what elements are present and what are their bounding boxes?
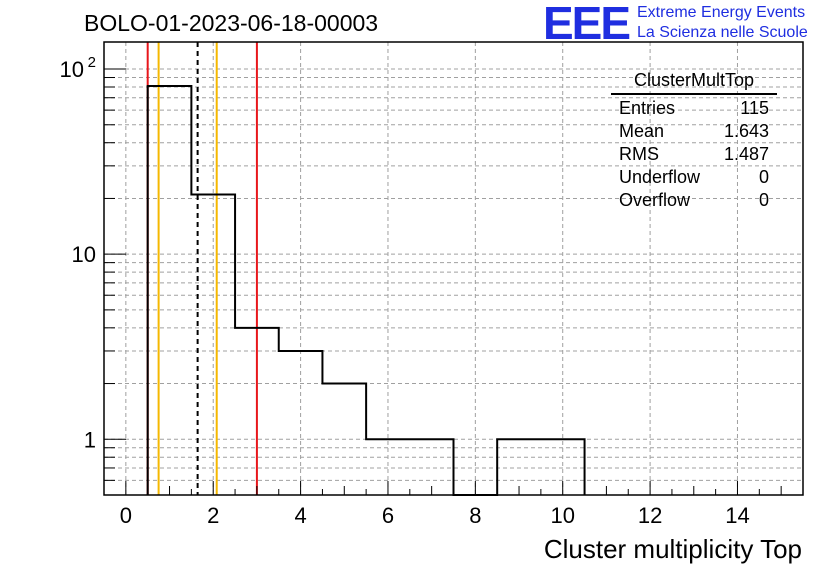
stats-row-overflow: Overflow 0 bbox=[611, 189, 777, 212]
histogram-bin bbox=[322, 384, 366, 495]
stats-row-rms: RMS 1.487 bbox=[611, 143, 777, 166]
stats-value: 0 bbox=[758, 167, 769, 187]
stats-value: 0 bbox=[758, 190, 769, 210]
stats-row-underflow: Underflow 0 bbox=[611, 166, 777, 189]
tick-marks bbox=[103, 68, 804, 496]
eee-logo-mark: EEE bbox=[543, 0, 631, 49]
x-tick-label: 10 bbox=[550, 503, 574, 528]
stats-label: Entries bbox=[619, 98, 676, 118]
x-tick-label: 14 bbox=[725, 503, 749, 528]
x-tick-label: 8 bbox=[469, 503, 481, 528]
x-tick-label: 12 bbox=[638, 503, 662, 528]
stats-value: 115 bbox=[740, 98, 769, 118]
histogram-bin bbox=[191, 195, 235, 495]
stats-value: 1.487 bbox=[723, 144, 769, 164]
stats-label: Underflow bbox=[619, 167, 701, 187]
x-axis-label: Cluster multiplicity Top bbox=[543, 534, 802, 564]
histogram-series bbox=[146, 84, 586, 496]
plot-title: BOLO-01-2023-06-18-00003 bbox=[84, 10, 379, 36]
stats-label: Mean bbox=[619, 121, 665, 141]
x-tick-label: 0 bbox=[120, 503, 132, 528]
stats-label: RMS bbox=[619, 144, 659, 164]
logo-line-1: Extreme Energy Events bbox=[637, 4, 806, 21]
x-tick-label: 2 bbox=[207, 503, 219, 528]
y-tick-label: 1 bbox=[84, 427, 96, 452]
x-tick-label: 4 bbox=[294, 503, 306, 528]
stats-label: Overflow bbox=[619, 190, 691, 210]
grid-lines bbox=[104, 42, 803, 496]
logo-line-2: La Scienza nelle Scuole bbox=[637, 24, 808, 41]
histogram-bin bbox=[148, 86, 192, 495]
x-tick-label: 6 bbox=[382, 503, 394, 528]
stats-box: ClusterMultTop Entries 115 Mean 1.643 RM… bbox=[611, 70, 777, 212]
y-tick-label: 10 bbox=[72, 242, 96, 267]
eee-logo-text: Extreme Energy Events La Scienza nelle S… bbox=[637, 3, 808, 43]
stats-title: ClusterMultTop bbox=[611, 70, 777, 95]
stats-row-entries: Entries 115 bbox=[611, 97, 777, 120]
stats-value: 1.643 bbox=[723, 121, 769, 141]
y-tick-label: 10 bbox=[60, 57, 84, 82]
y-tick-exponent: 2 bbox=[88, 54, 96, 71]
histogram-line bbox=[146, 84, 586, 496]
stats-row-mean: Mean 1.643 bbox=[611, 120, 777, 143]
histogram-bin bbox=[235, 328, 279, 495]
histogram-bin bbox=[279, 351, 323, 495]
